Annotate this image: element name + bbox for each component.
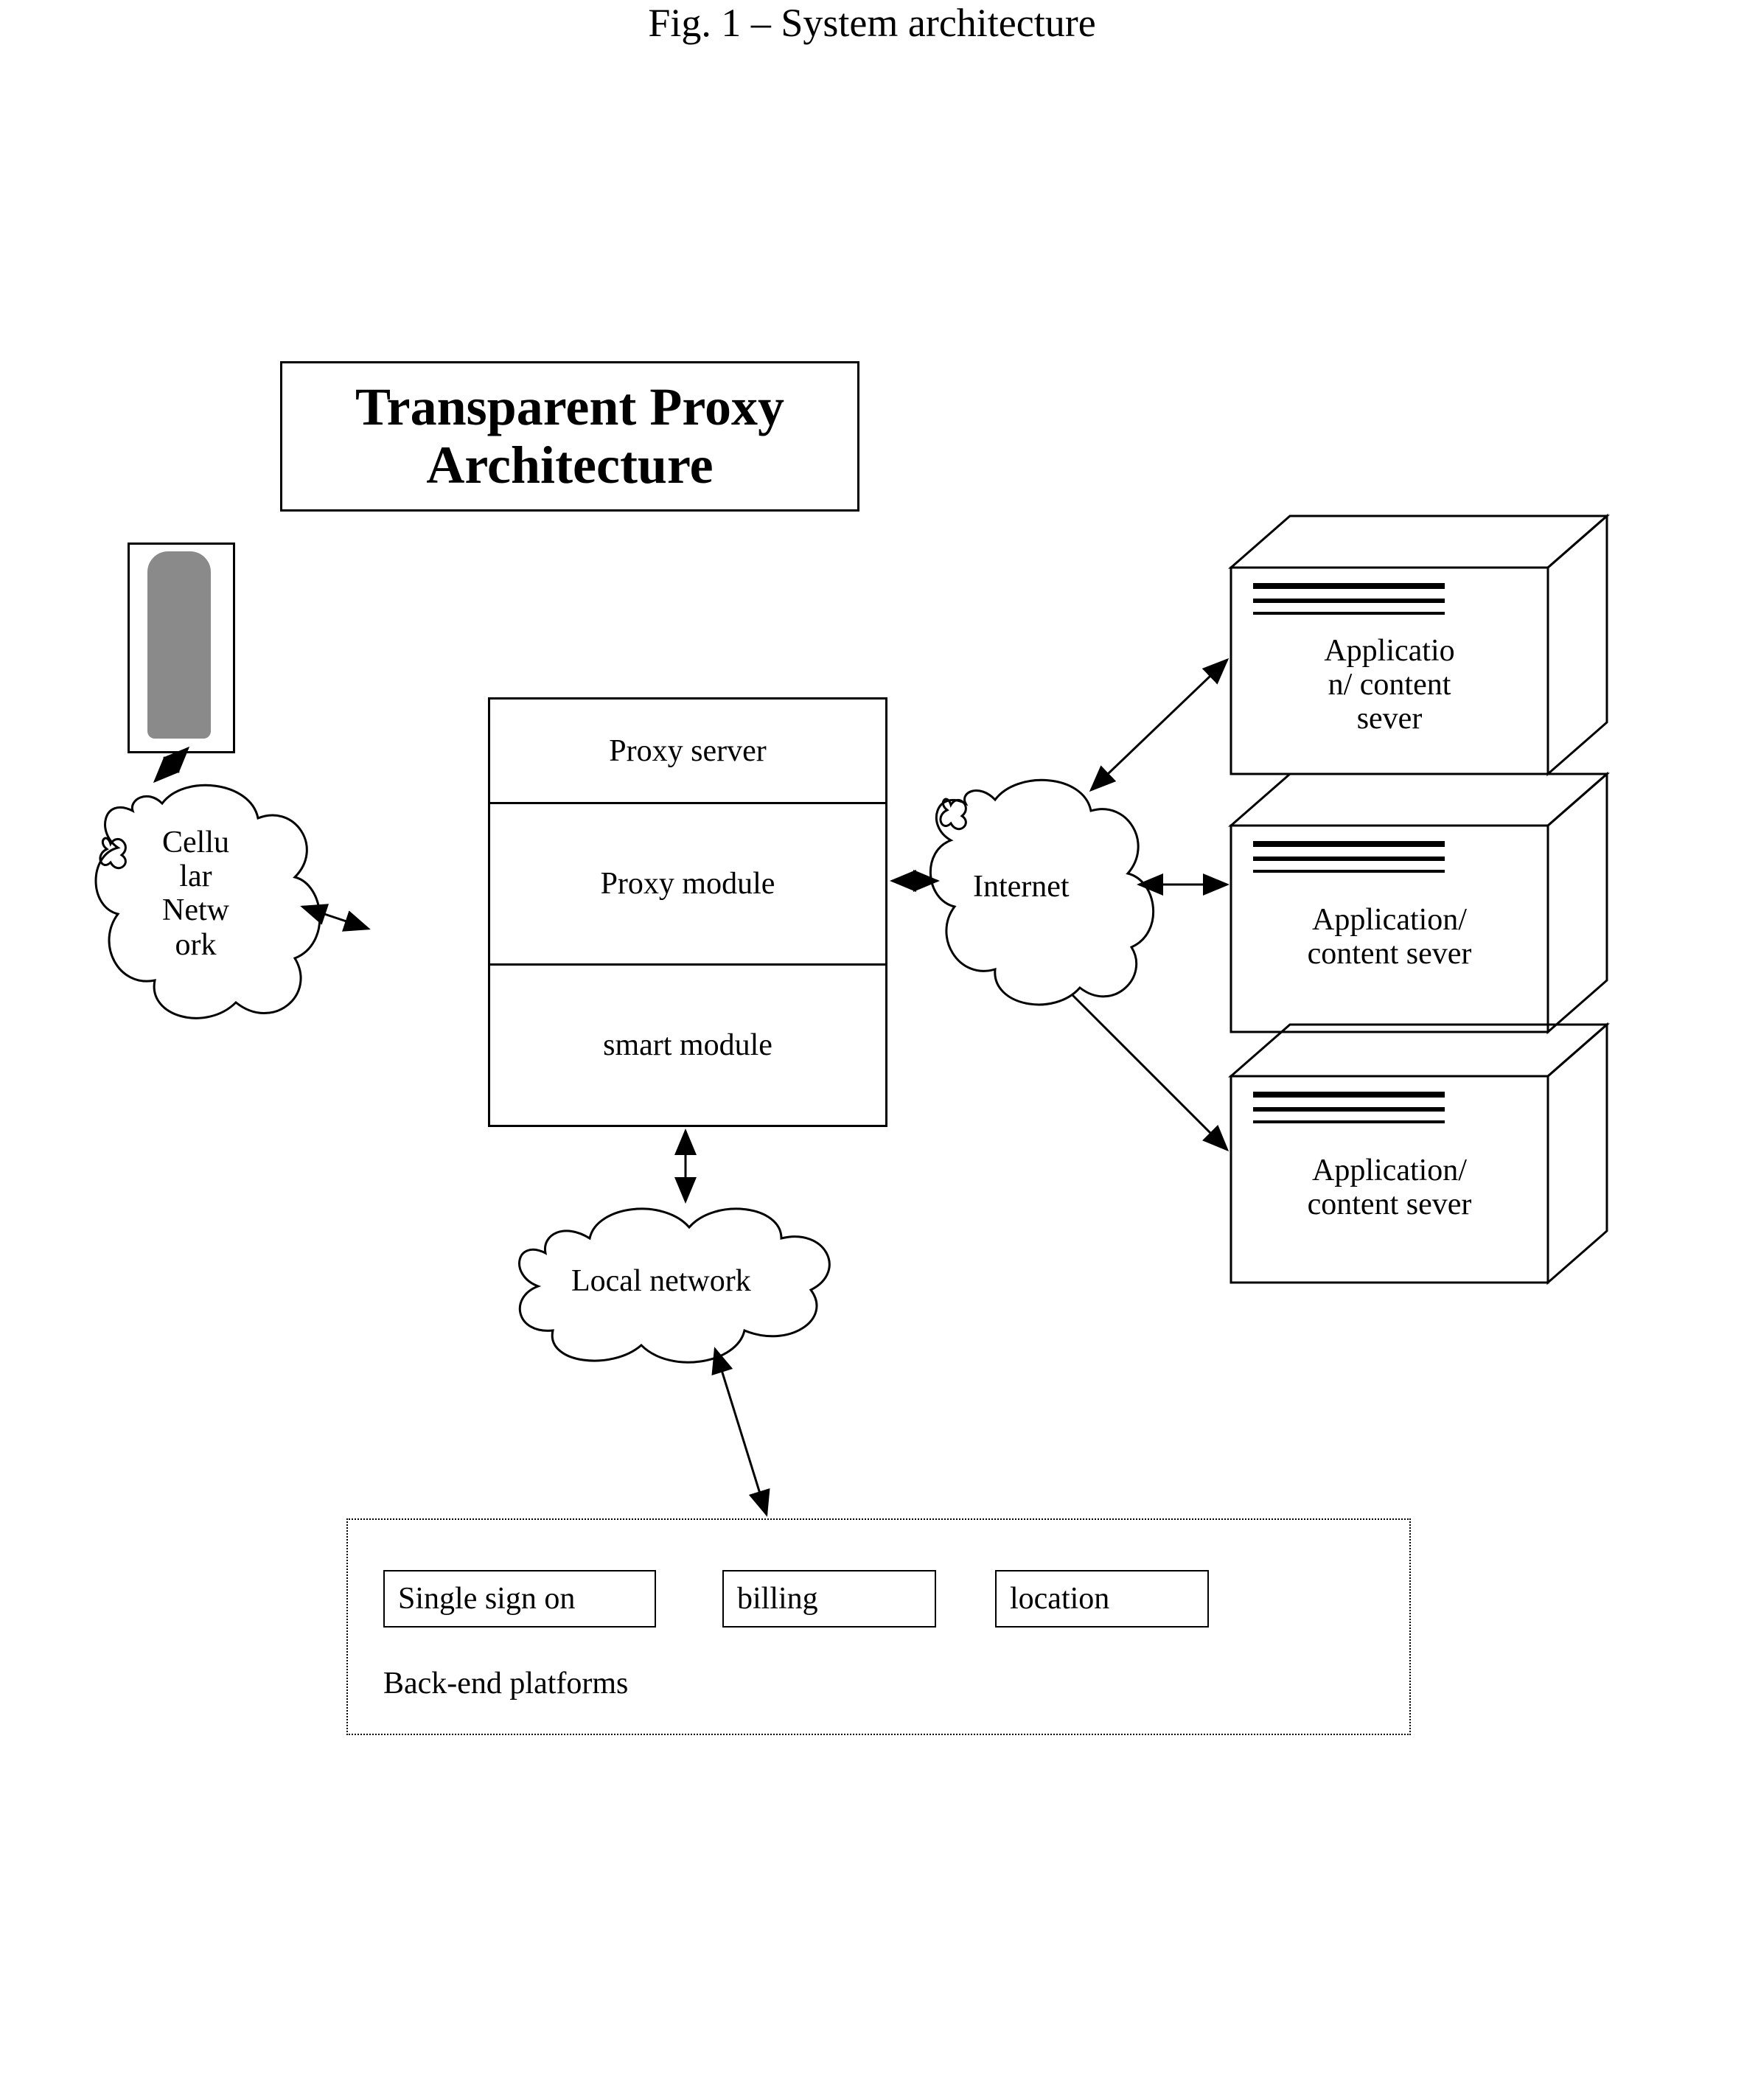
cloud-cellular-label: Cellu lar Netw ork [162, 826, 229, 962]
smart-module-label: smart module [603, 1028, 772, 1063]
backend-billing: billing [722, 1570, 936, 1628]
server-1-label: Applicatio n/ content sever [1246, 634, 1533, 736]
proxy-module-row: Proxy module [488, 804, 887, 966]
arrow-local-backend [715, 1349, 767, 1515]
cloud-internet-label: Internet [973, 870, 1070, 904]
proxy-server-row: Proxy server [488, 697, 887, 804]
arrow-cell-proxy [302, 907, 369, 929]
phone-body-icon [147, 551, 211, 739]
backend-sso: Single sign on [383, 1570, 656, 1628]
proxy-module-label: Proxy module [601, 866, 775, 901]
arrow-internet-srv1 [1091, 660, 1227, 790]
server-2-label: Application/ content sever [1246, 903, 1533, 971]
backend-location-label: location [1010, 1581, 1109, 1616]
server-3-label: Application/ content sever [1246, 1154, 1533, 1221]
backend-sso-label: Single sign on [398, 1581, 575, 1616]
diagram-title-text: Transparent Proxy Architecture [355, 377, 784, 495]
proxy-server-label: Proxy server [609, 733, 766, 769]
backend-location: location [995, 1570, 1209, 1628]
arrow-internet-srv3 [1072, 995, 1227, 1150]
smart-module-row: smart module [488, 966, 887, 1127]
backend-billing-label: billing [737, 1581, 818, 1616]
figure-caption: Fig. 1 – System architecture [0, 0, 1744, 46]
cloud-local-label: Local network [571, 1264, 751, 1298]
backend-platforms-label: Back-end platforms [383, 1666, 628, 1701]
diagram-title: Transparent Proxy Architecture [280, 361, 859, 512]
